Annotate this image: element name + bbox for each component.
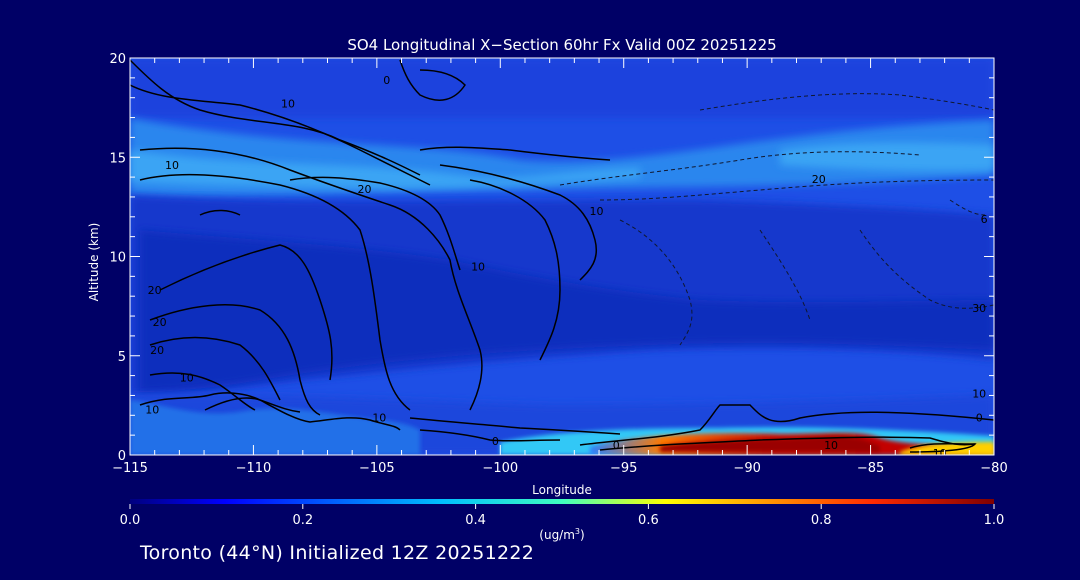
contour-label: 0	[492, 435, 499, 448]
contour-line	[419, 146, 611, 161]
contours	[130, 59, 994, 453]
dashed-contour	[599, 179, 994, 201]
contour-line	[399, 59, 466, 101]
contour-label: 10	[972, 387, 986, 400]
y-axis-label: Altitude (km)	[87, 223, 101, 302]
contour-label: 10	[933, 447, 947, 460]
x-tick-label: −95	[610, 461, 637, 476]
contour-line	[909, 442, 977, 453]
x-tick-label: −90	[733, 461, 760, 476]
field-band-cyan	[130, 150, 640, 189]
contour-label: 10	[165, 159, 179, 172]
field-band-upper	[130, 58, 994, 118]
contour-label: 30	[972, 302, 986, 315]
footer-caption: Toronto (44°N) Initialized 12Z 20251222	[140, 542, 535, 564]
x-tick-label: −85	[857, 461, 884, 476]
colorbar-units-end: )	[580, 528, 585, 542]
colorbar-units-base: (ug/m	[539, 528, 575, 542]
dashed-contour	[559, 151, 921, 186]
contour-line	[419, 429, 561, 442]
colorbar-tick-label: 0.2	[292, 513, 313, 528]
contour-label: 20	[358, 183, 372, 196]
contour-label: 10	[471, 260, 485, 273]
contour-line	[159, 244, 333, 381]
plume-hot	[660, 436, 880, 452]
contour-label: 0	[383, 74, 390, 87]
contour-line	[130, 84, 431, 186]
contour-label: 20	[148, 284, 162, 297]
colorbar-units: (ug/m3)	[539, 527, 584, 542]
contour-label: 10	[145, 403, 159, 416]
colorbar-tick-label: 0.8	[811, 513, 832, 528]
dashed-contour	[859, 229, 994, 309]
contour-line	[130, 59, 421, 176]
colorbar-tick-label: 0.4	[465, 513, 486, 528]
x-tick-label: −105	[359, 461, 395, 476]
contour-line	[139, 147, 483, 411]
colorbar	[130, 499, 994, 504]
axes-layer: −115 −110 −105 −100 −95 −90 −85 −80 0 5 10 15 20	[109, 52, 1007, 476]
chart-title: SO4 Longitudinal X−Section 60hr Fx Valid…	[347, 36, 776, 54]
x-tick-label: −110	[236, 461, 272, 476]
x-tick-label: −80	[980, 461, 1007, 476]
contour-line	[579, 404, 994, 446]
contour-line	[439, 164, 597, 281]
contour-label: 0	[976, 411, 983, 424]
contour-label: 10	[281, 98, 295, 111]
contour-line	[289, 176, 461, 271]
contour-label-layer: 0 10 10 20 10 10 20 6 30 20 20 20 10 10 10 0 0 10 0 10 10	[145, 74, 988, 460]
contour-label: 0	[613, 439, 620, 452]
y-tick-label: 20	[109, 52, 126, 67]
contour-label: 10	[590, 205, 604, 218]
dashed-contour	[949, 199, 986, 216]
field-band-deep	[140, 230, 994, 392]
y-tick-label: 0	[118, 449, 126, 464]
contour-line	[469, 179, 561, 361]
contour-label: 10	[824, 439, 838, 452]
contour-line	[139, 392, 301, 413]
dashed-contour	[619, 219, 693, 346]
y-tick-label: 10	[109, 251, 126, 266]
dashed-contour	[759, 229, 811, 321]
contour-line	[149, 372, 256, 411]
contour-line	[204, 397, 401, 431]
field-band-cyan-east	[780, 142, 994, 171]
y-tick-label: 15	[109, 151, 126, 166]
x-tick-label: −115	[112, 461, 148, 476]
contour-line	[199, 209, 241, 216]
contour-line	[149, 304, 321, 416]
plot-area: 0 10 10 20 10 10 20 6 30 20 20 20 10 10 10 0 0 10 0 10 10	[130, 58, 994, 460]
x-axis-label: Longitude	[532, 483, 592, 497]
colorbar-tick-label: 1.0	[984, 513, 1005, 528]
contour-label: 20	[150, 344, 164, 357]
contour-label: 20	[812, 173, 826, 186]
contours-negative	[559, 93, 994, 346]
contour-label: 6	[981, 213, 988, 226]
contour-label: 10	[180, 372, 194, 385]
y-tick-label: 5	[118, 350, 126, 365]
colorbar-tick-label: 0.0	[120, 513, 141, 528]
contour-line	[139, 173, 411, 411]
contour-line	[149, 336, 281, 401]
field-band-surface-left	[130, 400, 420, 455]
contour-line	[599, 436, 976, 451]
colorbar-tick-label: 0.6	[638, 513, 659, 528]
colorbar-units-sup: 3	[575, 527, 580, 536]
contour-line	[409, 417, 621, 435]
colorbar-ticks-layer: 0.0 0.2 0.4 0.6 0.8 1.0	[120, 504, 1005, 528]
x-tick-label: −100	[482, 461, 518, 476]
contour-label: 20	[153, 316, 167, 329]
contour-label: 10	[372, 411, 386, 424]
